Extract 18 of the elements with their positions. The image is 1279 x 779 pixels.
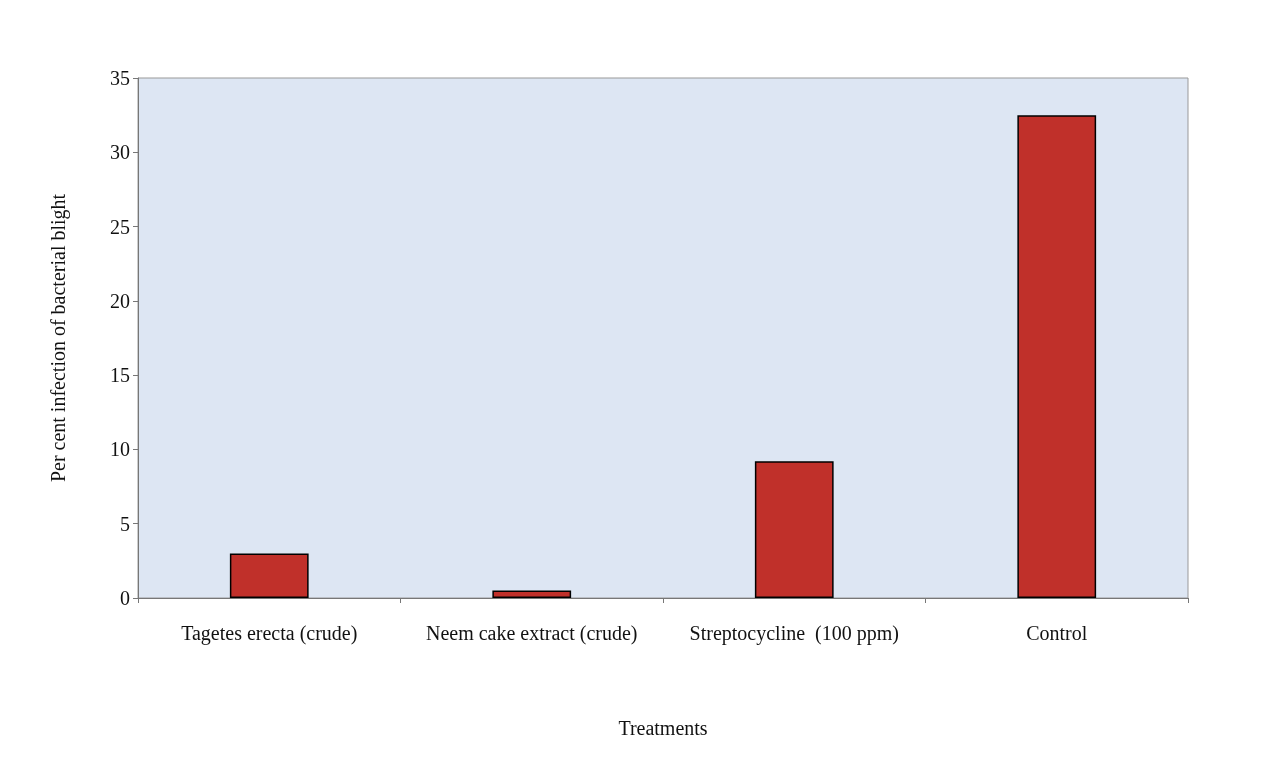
x-tick-label: Neem cake extract (crude) [425,622,638,645]
bar [492,590,572,598]
y-tick-label: 15 [110,364,130,387]
y-tick-label: 20 [110,289,130,312]
y-tick-label: 30 [110,141,130,164]
y-tick-label: 35 [110,67,130,89]
bar [1017,115,1097,598]
x-axis-title: Treatments [618,717,708,739]
x-tick-label: Control [1026,622,1088,644]
y-tick-label: 5 [120,512,130,535]
y-tick-label: 10 [110,438,130,461]
y-tick-label: 0 [120,587,130,609]
bar [754,461,834,598]
y-tick-label: 25 [110,215,130,238]
x-tick-label: Streptocycline (100 ppm) [689,622,899,645]
y-axis-title: Per cent infection of bacterial blight [47,193,70,483]
x-tick-label: Tagetes erecta (crude) [181,622,358,645]
bar [229,553,309,598]
